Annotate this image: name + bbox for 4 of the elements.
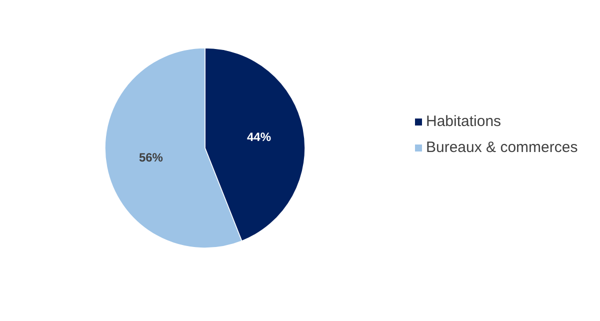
- legend-label: Bureaux & commerces: [426, 138, 578, 156]
- data-label: 56%: [138, 150, 164, 164]
- data-label: 44%: [247, 130, 272, 144]
- legend-label: Habitations: [426, 112, 502, 130]
